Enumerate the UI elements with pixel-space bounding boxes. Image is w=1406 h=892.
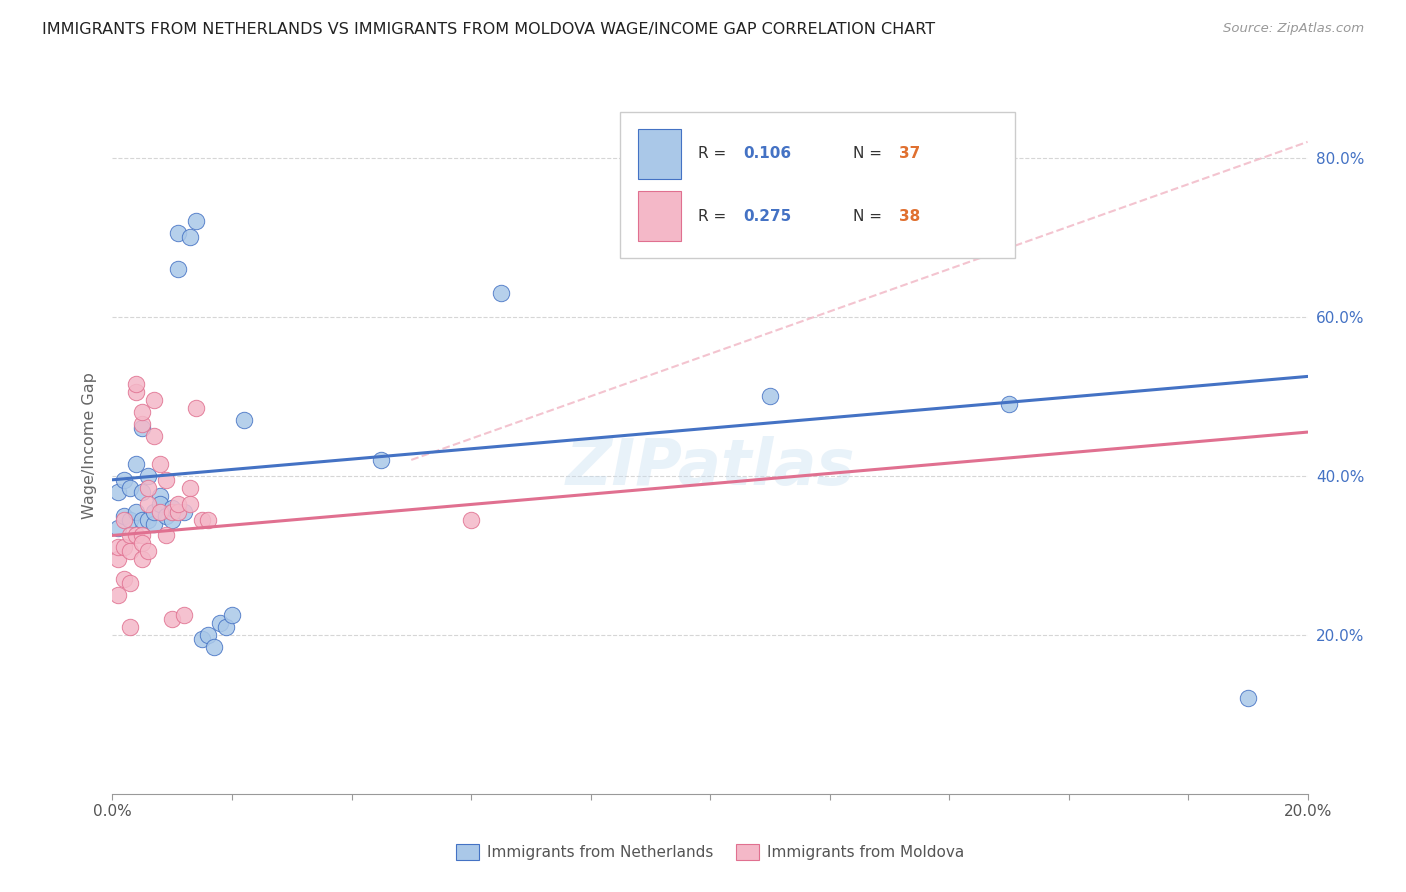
Point — [143, 393, 166, 408]
Point — [162, 512, 183, 526]
Point — [143, 429, 166, 443]
Point — [208, 615, 231, 630]
Point — [232, 413, 256, 427]
Point — [114, 473, 135, 487]
Point — [489, 285, 512, 300]
Point — [138, 468, 160, 483]
Text: 38: 38 — [898, 209, 920, 224]
Point — [155, 528, 177, 542]
Point — [131, 417, 153, 431]
Point — [202, 640, 225, 654]
Legend: Immigrants from Netherlands, Immigrants from Moldova: Immigrants from Netherlands, Immigrants … — [450, 838, 970, 866]
Point — [186, 214, 208, 228]
Point — [162, 612, 183, 626]
Point — [120, 544, 142, 558]
Point — [114, 541, 135, 555]
Text: N =: N = — [853, 146, 887, 161]
Point — [167, 505, 190, 519]
Text: R =: R = — [697, 209, 731, 224]
Point — [186, 401, 208, 416]
FancyBboxPatch shape — [620, 112, 1015, 258]
Point — [149, 505, 172, 519]
Point — [162, 500, 183, 515]
FancyBboxPatch shape — [638, 192, 682, 242]
Point — [125, 385, 148, 400]
Point — [1237, 691, 1260, 706]
Point — [167, 497, 190, 511]
Point — [149, 497, 172, 511]
Point — [143, 516, 166, 531]
Point — [179, 497, 201, 511]
Point — [131, 552, 153, 566]
Point — [107, 484, 129, 499]
FancyBboxPatch shape — [638, 128, 682, 178]
Point — [114, 572, 135, 586]
Point — [191, 632, 214, 646]
Point — [131, 405, 153, 419]
Point — [138, 544, 160, 558]
Point — [173, 607, 195, 622]
Point — [138, 481, 160, 495]
Point — [107, 588, 129, 602]
Point — [167, 227, 190, 241]
Point — [155, 473, 177, 487]
Point — [173, 505, 195, 519]
Point — [107, 520, 129, 534]
Point — [107, 541, 129, 555]
Point — [998, 397, 1021, 411]
Point — [131, 536, 153, 550]
Text: 0.275: 0.275 — [744, 209, 792, 224]
Point — [131, 484, 153, 499]
Point — [162, 505, 183, 519]
Point — [370, 453, 392, 467]
Text: Source: ZipAtlas.com: Source: ZipAtlas.com — [1223, 22, 1364, 36]
Point — [131, 512, 153, 526]
Y-axis label: Wage/Income Gap: Wage/Income Gap — [82, 373, 97, 519]
Point — [120, 481, 142, 495]
Point — [125, 377, 148, 392]
Point — [759, 389, 782, 403]
Point — [215, 620, 238, 634]
Point — [149, 489, 172, 503]
Point — [179, 481, 201, 495]
Point — [120, 576, 142, 591]
Point — [138, 497, 160, 511]
Point — [149, 457, 172, 471]
Point — [131, 421, 153, 435]
Text: IMMIGRANTS FROM NETHERLANDS VS IMMIGRANTS FROM MOLDOVA WAGE/INCOME GAP CORRELATI: IMMIGRANTS FROM NETHERLANDS VS IMMIGRANT… — [42, 22, 935, 37]
Point — [120, 528, 142, 542]
Point — [114, 512, 135, 526]
Point — [143, 505, 166, 519]
Point — [131, 528, 153, 542]
Point — [125, 457, 148, 471]
Text: 0.106: 0.106 — [744, 146, 792, 161]
Point — [107, 552, 129, 566]
Point — [120, 620, 142, 634]
Text: 37: 37 — [898, 146, 920, 161]
Point — [125, 505, 148, 519]
Point — [125, 528, 148, 542]
Point — [120, 512, 142, 526]
Text: R =: R = — [697, 146, 731, 161]
Point — [191, 512, 214, 526]
Point — [167, 262, 190, 277]
Point — [197, 512, 219, 526]
Point — [114, 508, 135, 523]
Point — [460, 512, 482, 526]
Point — [138, 512, 160, 526]
Point — [155, 508, 177, 523]
Point — [179, 230, 201, 244]
Point — [221, 607, 243, 622]
Text: N =: N = — [853, 209, 887, 224]
Text: ZIPatlas: ZIPatlas — [565, 436, 855, 498]
Point — [197, 628, 219, 642]
